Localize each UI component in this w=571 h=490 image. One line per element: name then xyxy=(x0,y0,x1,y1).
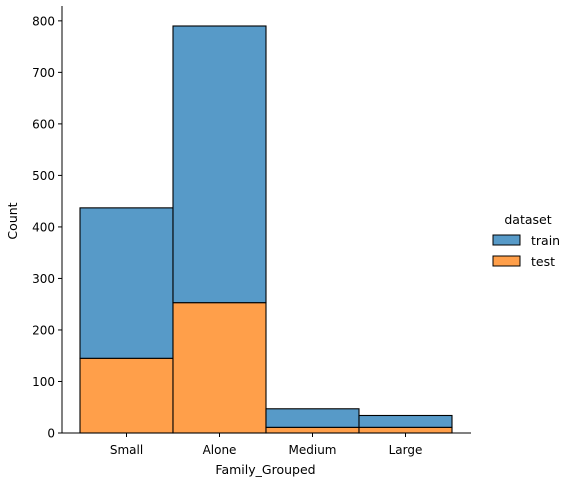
bar-test-small xyxy=(79,357,174,434)
x-ticks-group: Small Alone Medium Large xyxy=(110,433,423,457)
legend-title: dataset xyxy=(504,212,551,227)
bar-test-alone xyxy=(172,302,267,434)
y-tick-label: 0 xyxy=(47,427,55,441)
y-tick-label: 200 xyxy=(32,323,55,337)
y-tick-label: 600 xyxy=(32,117,55,131)
legend: dataset train test xyxy=(492,212,560,269)
y-axis-title: Count xyxy=(5,202,20,239)
x-tick-label-large: Large xyxy=(389,443,423,457)
x-axis-title: Family_Grouped xyxy=(215,462,315,477)
y-tick-label: 500 xyxy=(32,169,55,183)
bar-train-small xyxy=(79,207,174,359)
legend-swatch-train xyxy=(492,234,521,246)
legend-items: train test xyxy=(492,233,560,269)
y-tick-label: 700 xyxy=(32,66,55,80)
legend-label-train: train xyxy=(531,233,560,248)
x-tick-label-small: Small xyxy=(110,443,143,457)
bar-train-medium xyxy=(265,408,360,428)
y-tick-label: 300 xyxy=(32,272,55,286)
axes-group xyxy=(61,6,471,434)
bar-train-large xyxy=(358,414,453,428)
y-ticks-group: 0 100 200 300 400 500 600 700 800 xyxy=(32,14,62,441)
bar-test-large xyxy=(358,426,453,434)
y-tick-label: 100 xyxy=(32,375,55,389)
bar-test-medium xyxy=(265,426,360,434)
legend-label-test: test xyxy=(531,254,555,269)
x-tick-label-alone: Alone xyxy=(203,443,237,457)
y-tick-label: 800 xyxy=(32,14,55,28)
bars-group xyxy=(79,25,453,434)
bar-train-alone xyxy=(172,25,267,304)
x-tick-label-medium: Medium xyxy=(289,443,337,457)
y-tick-label: 400 xyxy=(32,220,55,234)
legend-swatch-test xyxy=(492,255,521,267)
